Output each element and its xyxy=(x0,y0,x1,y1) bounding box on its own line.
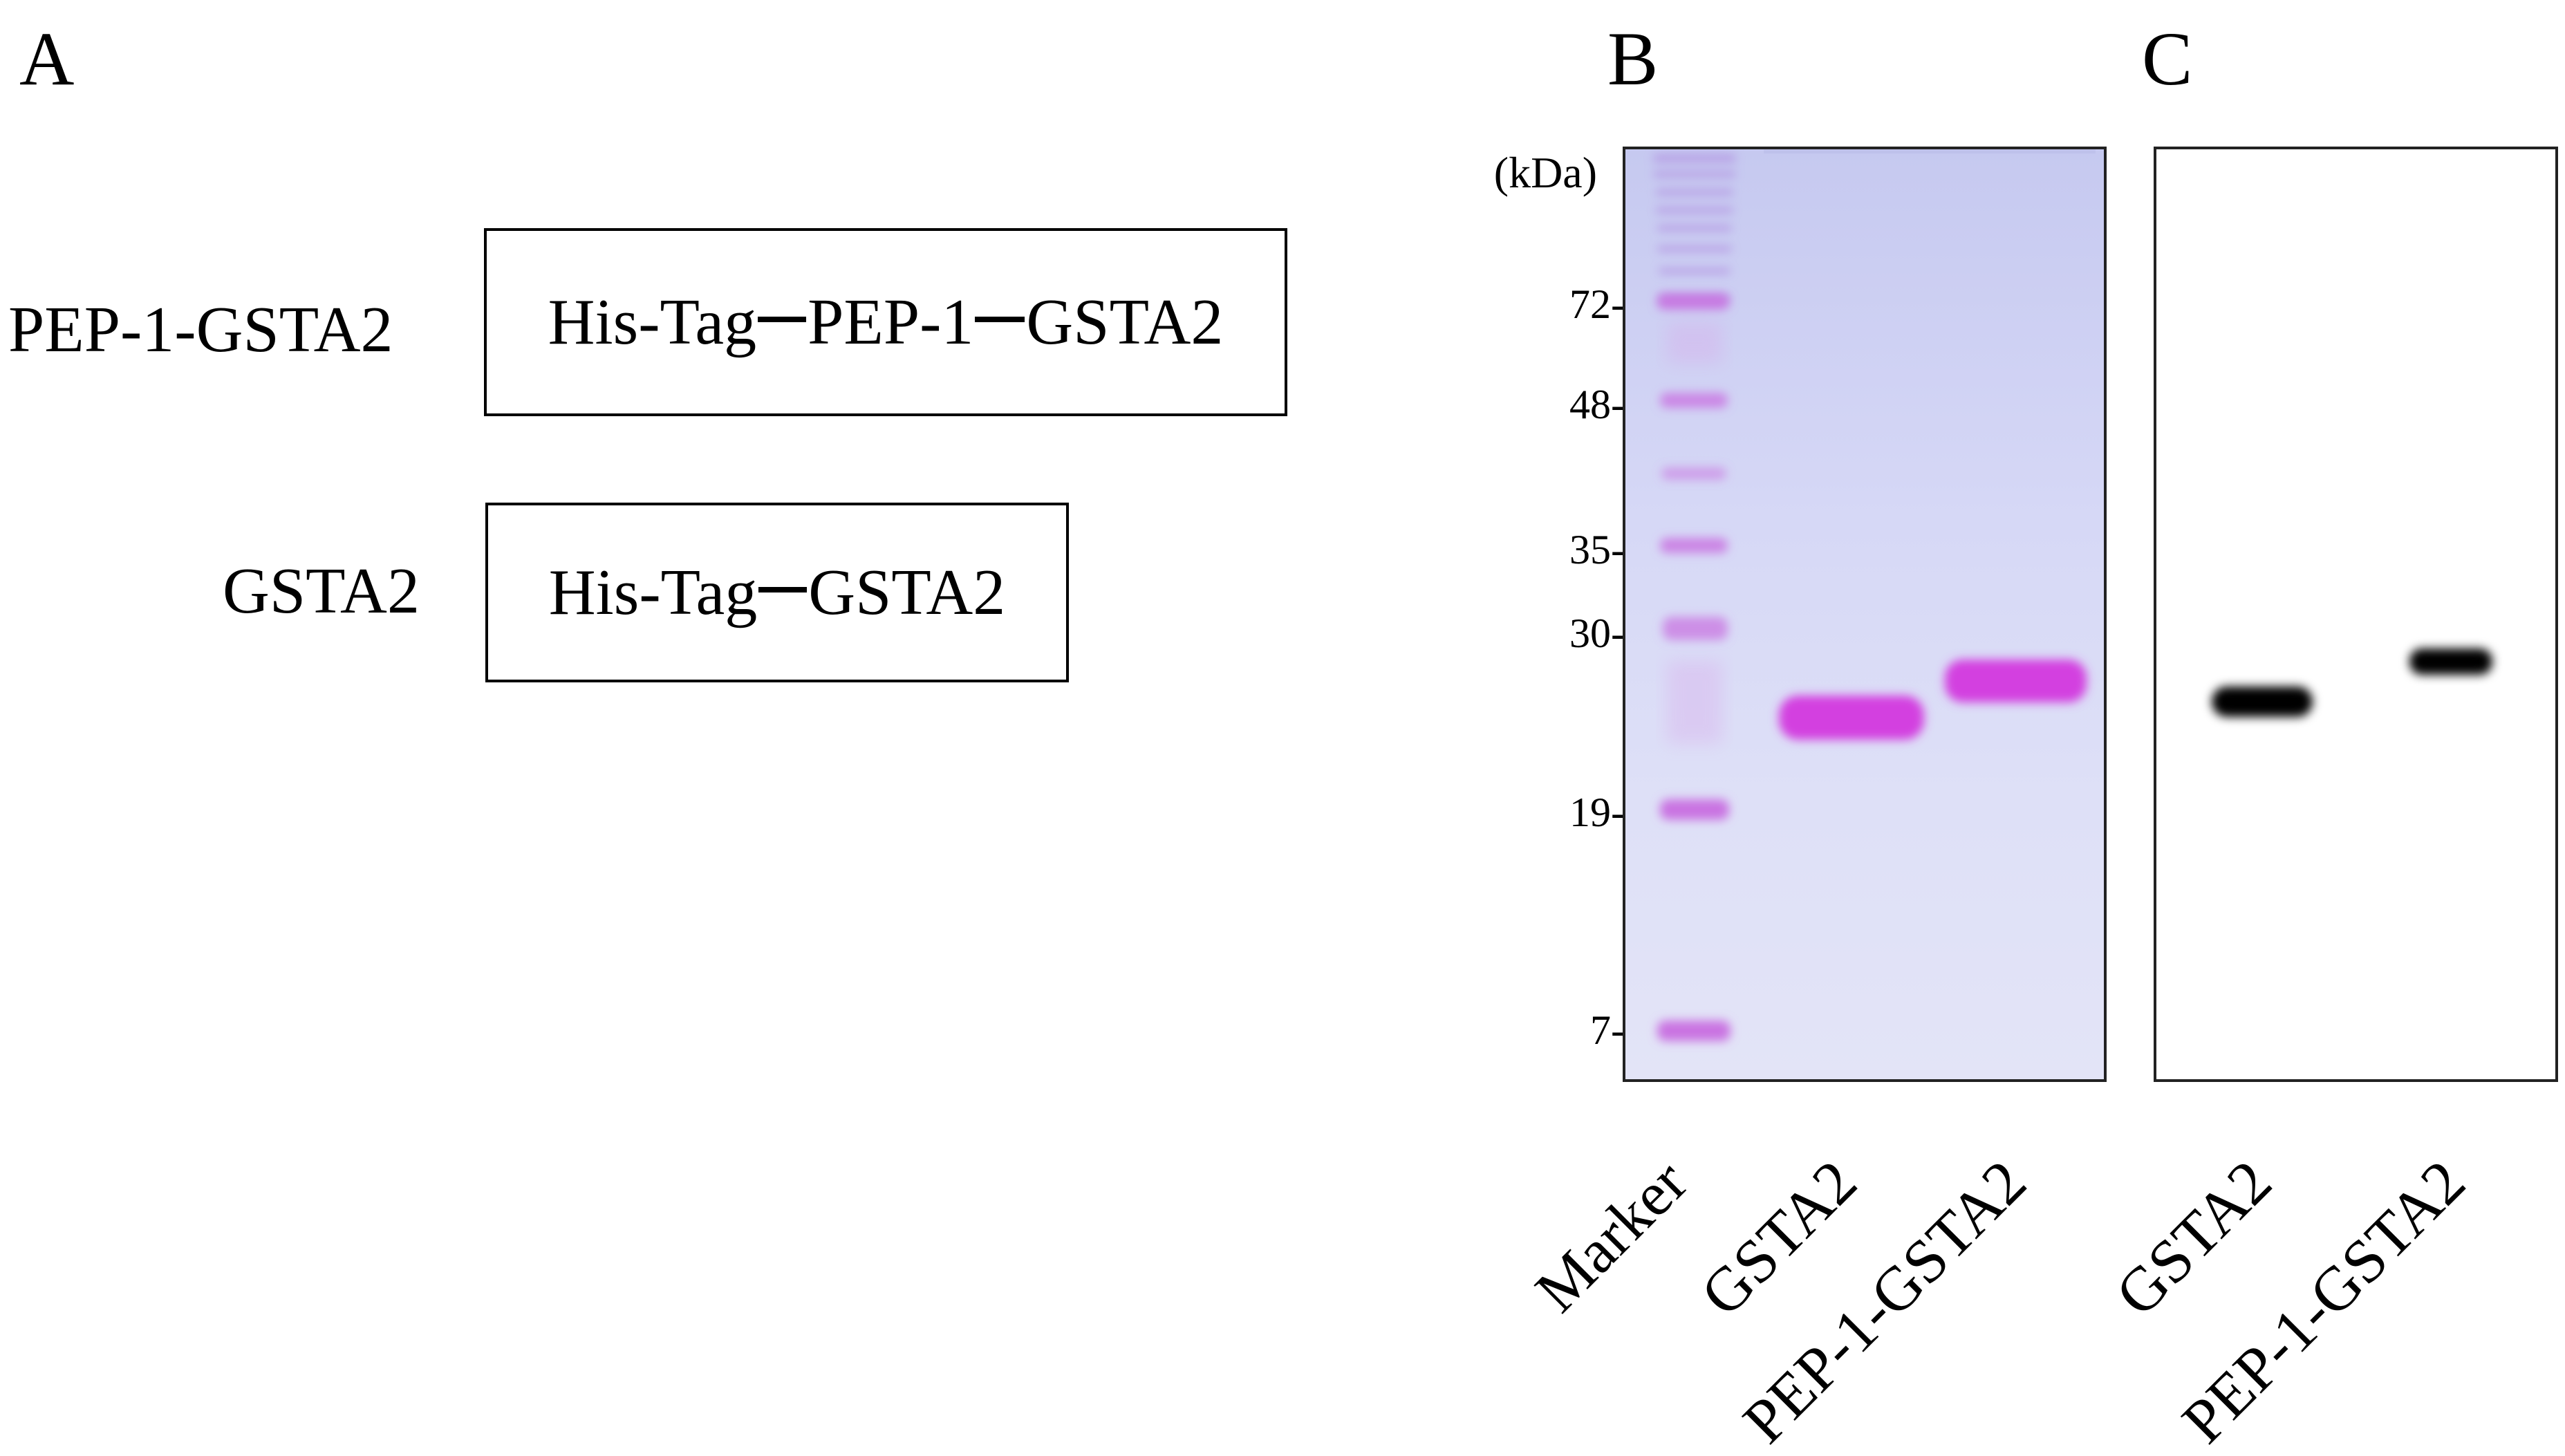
marker-label-72: 72- xyxy=(1569,281,1625,327)
marker-label-19: 19- xyxy=(1569,790,1625,835)
marker-band-19 xyxy=(1660,799,1729,820)
wb-band-pep1-gsta2 xyxy=(2409,648,2492,675)
linker-bar xyxy=(975,317,1025,322)
marker-label-7: 7- xyxy=(1590,1007,1625,1053)
marker-label-35: 35- xyxy=(1569,527,1625,572)
marker-label-30: 30- xyxy=(1569,610,1625,656)
marker-lane xyxy=(1653,155,1736,301)
marker-band-72 xyxy=(1657,293,1729,310)
construct-label-gsta2: GSTA2 xyxy=(223,555,420,627)
marker-label-48: 48- xyxy=(1569,382,1625,427)
marker-band-extra xyxy=(1661,467,1726,480)
construct-label-pep1-gsta2: PEP-1-GSTA2 xyxy=(8,294,393,366)
band-pep1-gsta2 xyxy=(1945,660,2087,702)
construct-box-pep1-gsta2: His-Tag PEP-1 GSTA2 xyxy=(484,228,1287,416)
sds-page-gel xyxy=(1623,147,2107,1082)
panel-a-letter: A xyxy=(19,17,75,101)
panel-c-letter: C xyxy=(2142,17,2193,101)
segment-gsta2: GSTA2 xyxy=(1026,286,1224,358)
wb-band-gsta2 xyxy=(2212,687,2313,717)
linker-bar xyxy=(758,587,808,592)
marker-band-35 xyxy=(1660,538,1728,553)
lane-label-c-gsta2: GSTA2 xyxy=(2102,1147,2285,1329)
segment-pep-1: PEP-1 xyxy=(808,286,974,358)
segment-his-tag: His-Tag xyxy=(548,557,758,628)
kda-unit-label: (kDa) xyxy=(1493,148,1597,197)
marker-band-30 xyxy=(1663,617,1728,640)
marker-band-48 xyxy=(1660,393,1728,408)
linker-bar xyxy=(758,317,807,322)
band-gsta2 xyxy=(1779,696,1924,740)
construct-box-gsta2: His-Tag GSTA2 xyxy=(485,503,1069,682)
western-blot xyxy=(2154,147,2558,1082)
marker-band-7 xyxy=(1657,1020,1731,1041)
segment-gsta2: GSTA2 xyxy=(808,557,1006,628)
panel-b-letter: B xyxy=(1607,17,1659,101)
segment-his-tag: His-Tag xyxy=(548,286,757,358)
lane-label-marker: Marker xyxy=(1522,1147,1701,1325)
